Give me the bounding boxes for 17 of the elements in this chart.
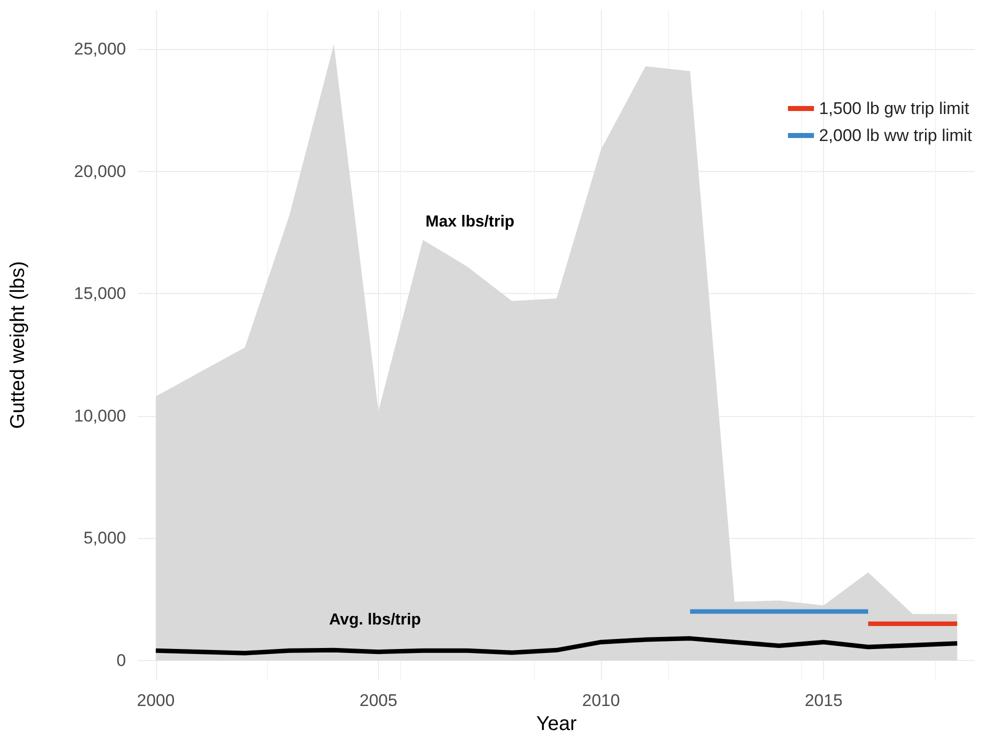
- y-tick-label: 10,000: [74, 406, 126, 426]
- y-tick-label: 15,000: [74, 284, 126, 304]
- annotation: Max lbs/trip: [426, 214, 515, 230]
- x-axis-title: Year: [536, 712, 578, 735]
- y-axis-title: Gutted weight (lbs): [7, 261, 29, 429]
- annotation: Avg. lbs/trip: [329, 612, 422, 628]
- x-tick-label: 2010: [582, 691, 620, 710]
- legend-label: 2,000 lb ww trip limit: [818, 126, 972, 145]
- line-series: [154, 636, 960, 656]
- x-tick-label: 2015: [804, 691, 843, 710]
- y-tick-label: 5,000: [83, 528, 126, 548]
- y-tick-label: 25,000: [74, 40, 126, 59]
- y-tick-label: 0: [116, 650, 126, 670]
- y-tick-label: 20,000: [74, 162, 126, 181]
- legend-label: 1,500 lb gw trip limit: [818, 99, 970, 118]
- x-tick-label: 2005: [360, 691, 398, 710]
- x-tick-label: 2000: [136, 691, 175, 710]
